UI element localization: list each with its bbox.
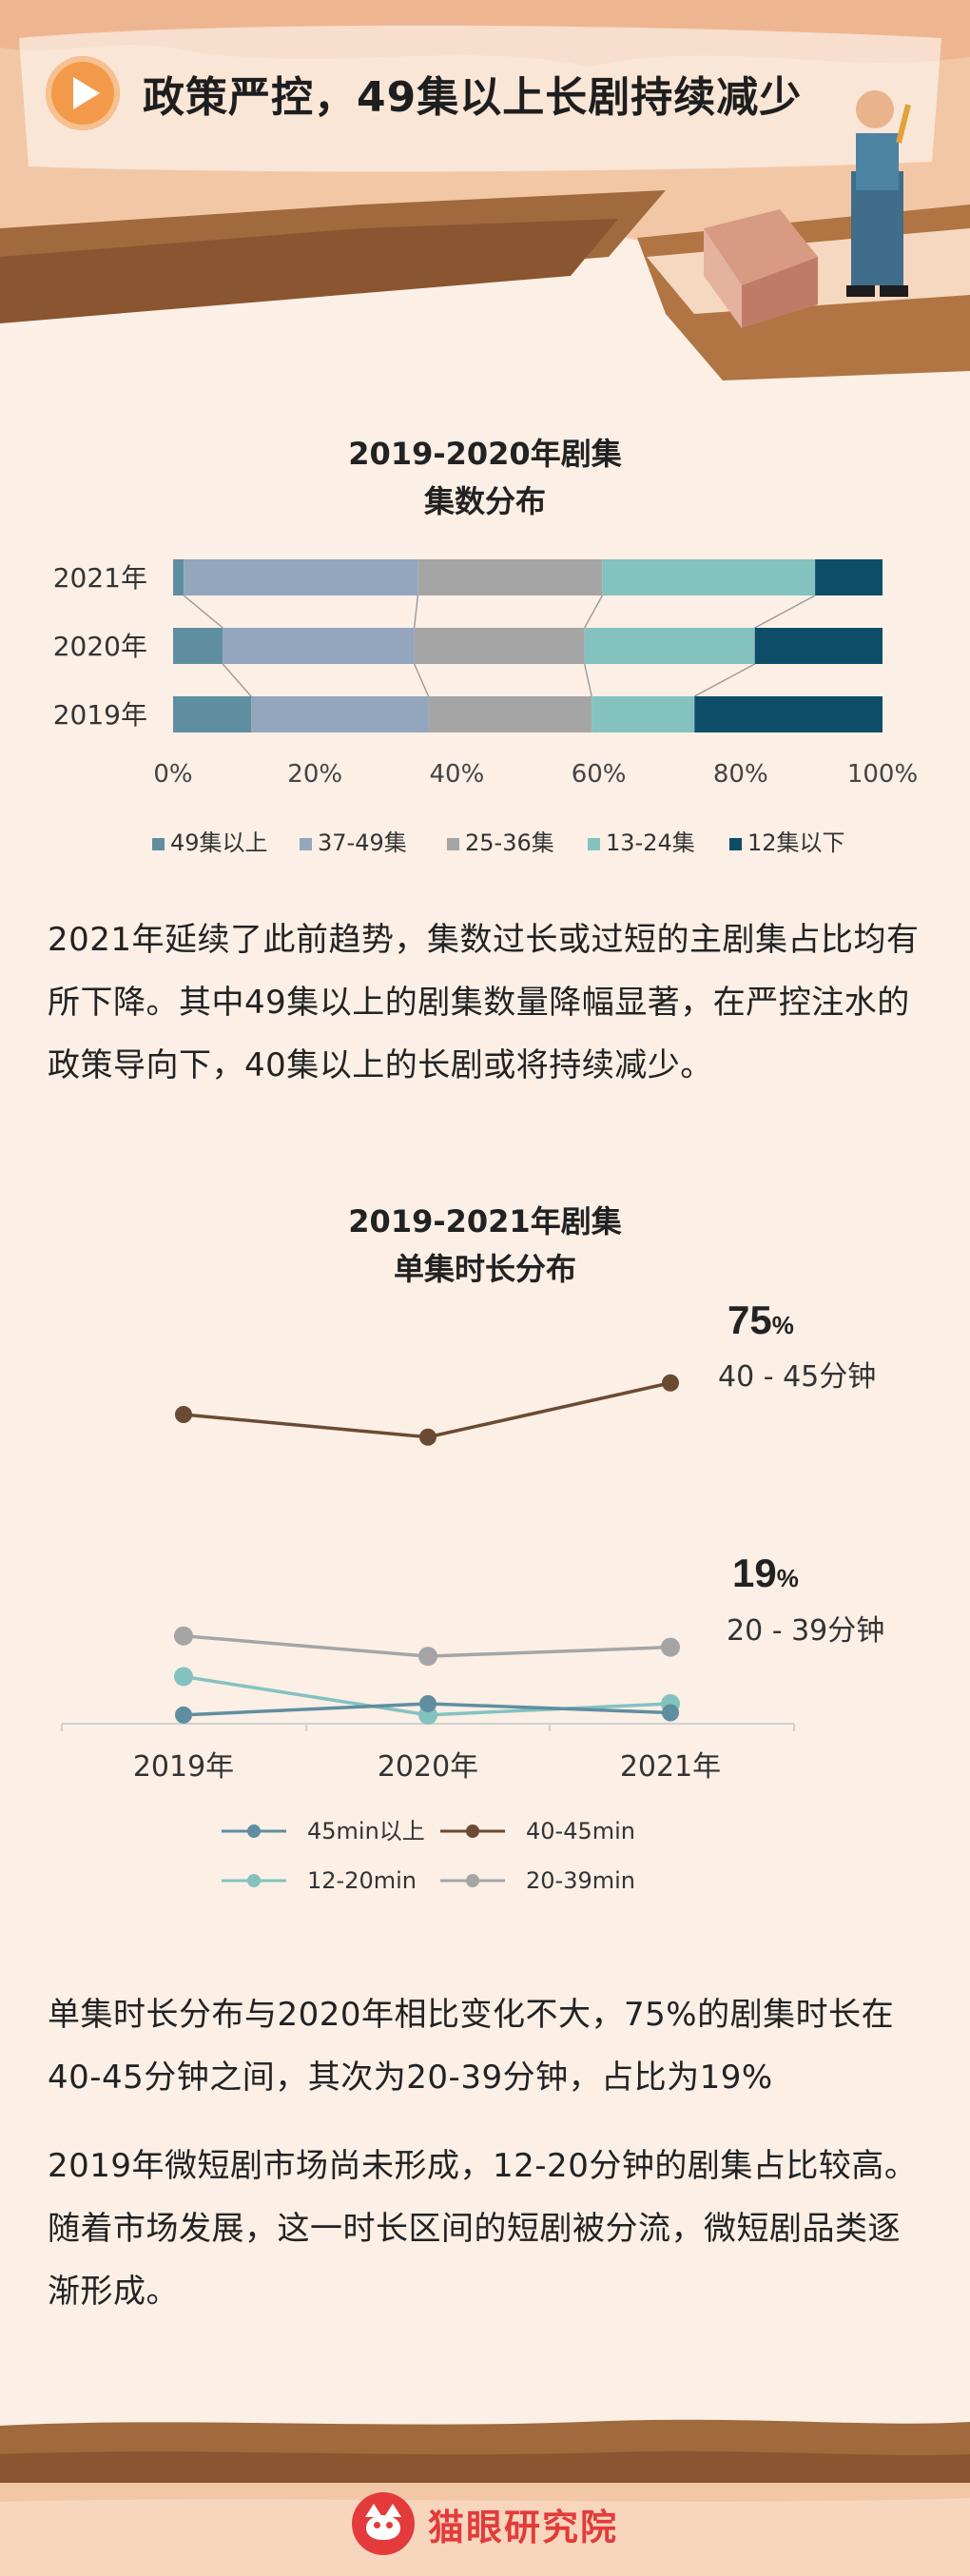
- legend-label: 20-39min: [526, 1867, 635, 1894]
- legend-label: 37-49集: [318, 829, 407, 856]
- series-point: [662, 1374, 679, 1392]
- bar-connector-line: [222, 663, 252, 697]
- paragraph-2: 单集时长分布与2020年相比变化不大，75%的剧集时长在40-45分钟之间，其次…: [48, 1996, 895, 2097]
- legend-swatch: [588, 838, 600, 850]
- line-chart: 75% 40 - 45分钟 19% 20 - 39分钟 2019年 2020年 20…: [61, 1298, 884, 1894]
- bar-segment-1: [173, 559, 184, 595]
- chart2-title-line2: 单集时长分布: [393, 1251, 576, 1287]
- legend-marker: [466, 1874, 479, 1887]
- x-tick-label: 80%: [713, 760, 768, 789]
- legend-label: 13-24集: [606, 829, 695, 856]
- bar-segment-4: [602, 559, 816, 595]
- series-point: [175, 1706, 192, 1724]
- x-tick-label: 2020年: [378, 1750, 478, 1784]
- x-tick-label: 100%: [847, 760, 918, 789]
- bar-connector-line: [413, 595, 419, 629]
- legend-swatch: [152, 838, 165, 850]
- bar-segment-2: [184, 559, 418, 595]
- series-point: [418, 1647, 437, 1667]
- legend-label: 49集以上: [170, 829, 268, 856]
- legend-swatch: [729, 838, 742, 850]
- series-point: [174, 1667, 193, 1687]
- category-label: 2019年: [53, 699, 147, 731]
- bar-connector-line: [413, 663, 430, 697]
- series-point: [661, 1637, 680, 1657]
- bar-segment-2: [223, 628, 415, 664]
- brand-name: 猫眼研究院: [427, 2506, 618, 2548]
- bar-segment-5: [754, 628, 883, 664]
- legend-swatch: [300, 838, 312, 850]
- series-point: [175, 1406, 192, 1423]
- bar-segment-3: [414, 628, 585, 664]
- annotation-top-value: 75%: [728, 1298, 794, 1342]
- legend-marker: [247, 1874, 261, 1887]
- bar-connector-line: [183, 595, 223, 629]
- series-point: [419, 1428, 436, 1446]
- chart1-title-line1: 2019-2020年剧集: [348, 436, 622, 472]
- bar-segment-1: [173, 696, 252, 732]
- x-tick-label: 40%: [430, 760, 485, 789]
- x-tick-label: 2021年: [620, 1750, 721, 1784]
- legend-label: 40-45min: [526, 1818, 635, 1844]
- cat-logo-icon: [351, 2492, 415, 2555]
- x-tick-label: 2019年: [133, 1750, 234, 1784]
- legend-swatch: [447, 838, 459, 850]
- bar-segment-3: [417, 559, 603, 595]
- series-point: [419, 1695, 436, 1712]
- paragraph-1: 2021年延续了此前趋势，集数过长或过短的主剧集占比均有所下降。其中49集以上的…: [48, 921, 920, 1084]
- annotation-bottom-label: 20 - 39分钟: [727, 1614, 884, 1648]
- chart1-title-line2: 集数分布: [423, 483, 546, 519]
- series-point: [662, 1704, 679, 1722]
- title-banner: 政策严控，49集以上长剧持续减少: [46, 48, 906, 139]
- bar-segment-3: [428, 696, 592, 732]
- chart2-title-line1: 2019-2021年剧集: [348, 1203, 622, 1239]
- paragraph-3: 2019年微短剧市场尚未形成，12-20分钟的剧集占比较高。随着市场发展，这一时…: [48, 2147, 918, 2311]
- legend-marker: [466, 1825, 479, 1838]
- x-tick-label: 20%: [287, 760, 342, 789]
- bar-segment-5: [815, 559, 883, 595]
- x-tick-label: 60%: [572, 760, 627, 789]
- legend-label: 25-36集: [465, 829, 554, 856]
- footer-illustration: [0, 2419, 970, 2576]
- x-tick-label: 0%: [153, 760, 192, 789]
- bar-connector-line: [584, 595, 603, 629]
- series-point: [174, 1626, 193, 1646]
- bar-connector-line: [583, 663, 592, 697]
- legend-marker: [247, 1825, 261, 1838]
- legend-label: 12集以下: [747, 829, 845, 856]
- bar-segment-2: [251, 696, 429, 732]
- bar-segment-5: [694, 696, 883, 732]
- bar-segment-1: [173, 628, 223, 664]
- bar-segment-4: [584, 628, 755, 664]
- category-label: 2020年: [53, 631, 147, 662]
- bar-connector-line: [693, 663, 756, 697]
- bar-connector-line: [754, 595, 816, 629]
- header-illustration: [0, 0, 970, 381]
- bar-segment-4: [592, 696, 695, 732]
- annotation-top-label: 40 - 45分钟: [718, 1360, 876, 1394]
- legend-label: 45min以上: [307, 1818, 425, 1844]
- play-icon: [46, 56, 120, 130]
- brand-footer: 猫眼研究院: [0, 2492, 970, 2559]
- legend-label: 12-20min: [307, 1867, 417, 1894]
- category-label: 2021年: [53, 562, 147, 594]
- annotation-bottom-value: 19%: [732, 1551, 799, 1595]
- page-title: 政策严控，49集以上长剧持续减少: [143, 73, 803, 122]
